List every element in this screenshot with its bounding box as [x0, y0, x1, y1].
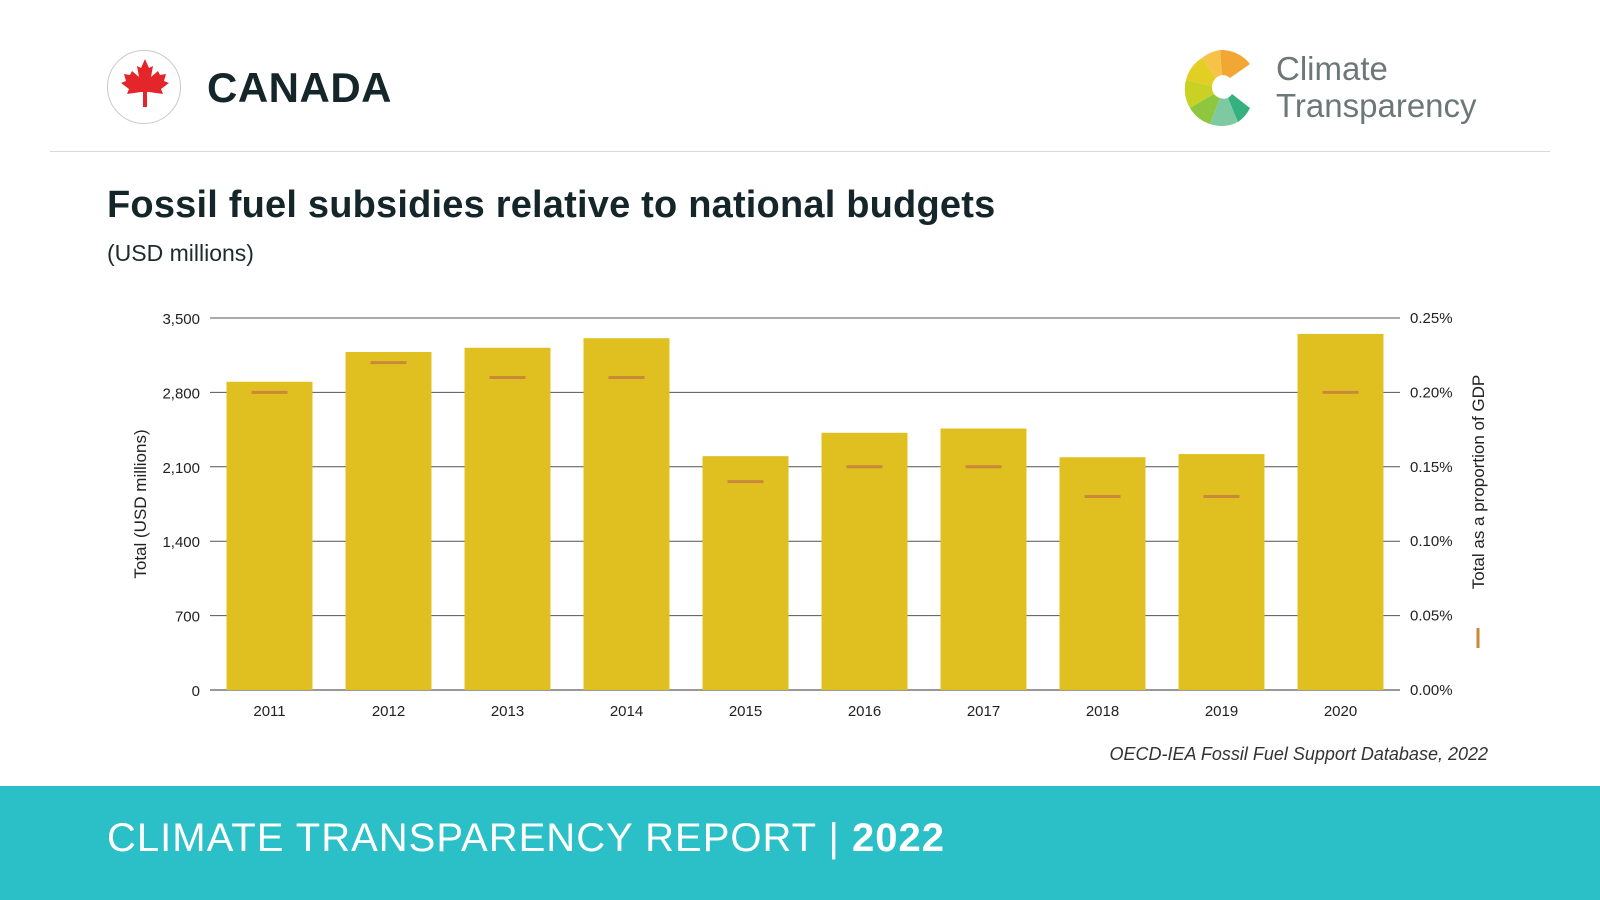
footer-band: CLIMATE TRANSPARENCY REPORT | 2022	[0, 786, 1600, 900]
y2-axis-label: Total as a proportion of GDP	[1469, 375, 1488, 590]
x-tick-label: 2012	[372, 703, 405, 720]
chart-subtitle: (USD millions)	[107, 240, 254, 266]
x-tick-label: 2015	[729, 703, 762, 720]
bar	[464, 347, 551, 690]
y-tick-label: 2,800	[162, 385, 200, 402]
y-tick-label: 2,100	[162, 460, 200, 477]
footer-year: 2022	[852, 816, 946, 860]
y-axis-label: Total (USD millions)	[131, 429, 150, 578]
y-tick-label: 700	[175, 609, 200, 626]
y2-tick-label: 0.25%	[1410, 310, 1453, 327]
bar	[1178, 454, 1265, 690]
canada-flag-icon	[107, 50, 181, 124]
climate-transparency-logo: Climate Transparency	[1180, 42, 1510, 132]
y2-tick-label: 0.00%	[1410, 682, 1453, 699]
source-note: OECD-IEA Fossil Fuel Support Database, 2…	[1109, 744, 1488, 764]
y2-tick-label: 0.10%	[1410, 533, 1453, 550]
y2-tick-label: 0.15%	[1410, 459, 1453, 476]
bar	[1059, 457, 1146, 690]
header: CANADA Climate Transparency	[0, 0, 1600, 152]
y-tick-label: 1,400	[162, 534, 200, 551]
footer-title: CLIMATE TRANSPARENCY REPORT | 2022	[107, 816, 945, 861]
bar	[940, 428, 1027, 690]
logo-line-2: Transparency	[1276, 87, 1477, 124]
bar-chart: 0 0.00% 700 0.05% 1,400 0.10% 2,100 0.15% 2,800 0…	[131, 310, 1488, 720]
x-tick-label: 2011	[253, 703, 285, 720]
maple-leaf-icon	[121, 59, 169, 107]
bar	[345, 352, 432, 690]
x-tick-label: 2016	[848, 703, 881, 720]
bar	[583, 338, 670, 690]
logo-line-1: Climate	[1276, 50, 1388, 87]
footer-separator: |	[828, 816, 840, 860]
country-name: CANADA	[207, 64, 392, 111]
x-tick-label: 2019	[1205, 703, 1238, 720]
bar	[1297, 333, 1384, 690]
x-tick-label: 2014	[610, 703, 643, 720]
logo-wheel-icon	[1184, 49, 1250, 126]
y2-tick-label: 0.05%	[1410, 608, 1453, 625]
chart-title: Fossil fuel subsidies relative to nation…	[107, 184, 996, 226]
x-tick-label: 2013	[491, 703, 524, 720]
bar	[702, 456, 789, 690]
bar	[821, 432, 908, 690]
y-tick-label: 3,500	[162, 311, 200, 328]
logo-text: Climate Transparency	[1276, 50, 1477, 124]
footer-report-name: CLIMATE TRANSPARENCY REPORT	[107, 816, 817, 860]
header-divider	[50, 151, 1550, 152]
bar	[226, 381, 313, 690]
x-tick-label: 2020	[1324, 703, 1357, 720]
x-tick-label: 2017	[967, 703, 1000, 720]
y2-tick-label: 0.20%	[1410, 384, 1453, 401]
y-tick-label: 0	[192, 683, 200, 700]
x-tick-label: 2018	[1086, 703, 1119, 720]
